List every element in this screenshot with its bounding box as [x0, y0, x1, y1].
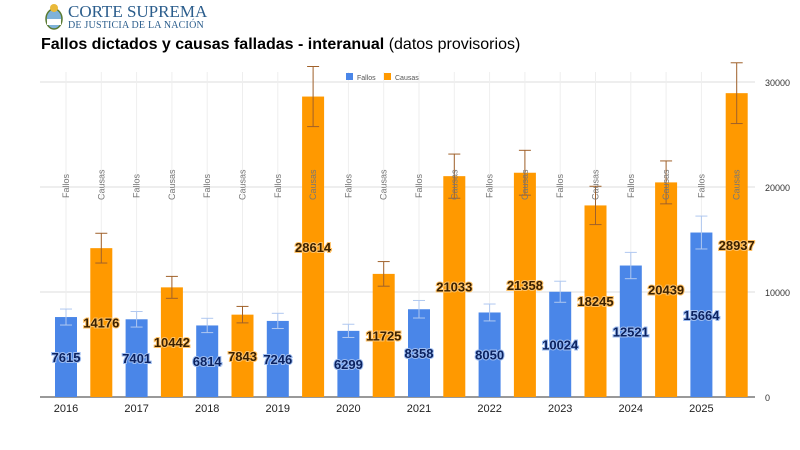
data-label: 6299: [334, 357, 363, 372]
bar-causas: [443, 176, 466, 397]
x-tick-label: 2017: [124, 403, 148, 415]
y-tick-label: 30000: [765, 78, 790, 88]
series-annotation: Causas: [379, 169, 389, 200]
bar-causas: [513, 172, 536, 397]
title-sub: (datos provisorios): [388, 36, 521, 53]
series-annotation: Fallos: [273, 173, 283, 198]
data-label: 14176: [83, 316, 119, 331]
data-label: 10024: [542, 337, 579, 352]
series-annotation: Fallos: [343, 173, 353, 198]
legend-label-fallos: Fallos: [357, 75, 376, 82]
x-tick-label: 2024: [619, 403, 643, 415]
data-label: 7401: [122, 351, 151, 366]
data-label: 28614: [295, 240, 332, 255]
logo: CORTE SUPREMA DE JUSTICIA DE LA NACIÓN: [44, 3, 207, 31]
data-label: 18245: [577, 294, 613, 309]
legend-swatch-fallos: [346, 73, 353, 80]
x-tick-label: 2025: [689, 403, 713, 415]
data-label: 12521: [613, 324, 649, 339]
legend-label-causas: Causas: [395, 75, 419, 82]
series-annotation: Causas: [591, 169, 601, 200]
series-annotation: Fallos: [414, 173, 424, 198]
bar-causas: [90, 248, 113, 397]
series-annotation: Fallos: [61, 173, 71, 198]
coat-of-arms-icon: [45, 4, 63, 30]
data-label: 11725: [366, 328, 401, 343]
x-tick-label: 2023: [548, 403, 572, 415]
series-annotation: Causas: [520, 169, 530, 200]
bar-fallos: [408, 309, 430, 397]
series-annotation: Causas: [308, 169, 318, 200]
bar-causas: [372, 273, 395, 397]
bar-fallos: [266, 320, 289, 397]
bar-causas: [231, 314, 254, 397]
data-label: 6814: [193, 354, 223, 369]
series-annotation: Causas: [238, 169, 248, 200]
bar-causas: [725, 93, 748, 397]
series-annotation: Fallos: [555, 173, 565, 198]
x-tick-label: 2018: [195, 403, 219, 415]
data-label: 10442: [154, 335, 190, 350]
bar-fallos: [125, 319, 148, 397]
bar-fallos: [690, 232, 713, 397]
x-tick-label: 2021: [407, 403, 431, 415]
y-tick-label: 0: [765, 393, 770, 403]
x-tick-label: 2019: [266, 403, 290, 415]
series-annotation: Fallos: [202, 173, 212, 198]
data-label: 7843: [228, 349, 257, 364]
y-tick-label: 20000: [765, 183, 790, 193]
data-label: 7246: [263, 352, 292, 367]
data-label: 8358: [405, 346, 434, 361]
data-label: 8050: [475, 348, 504, 363]
title-main: Fallos dictados y causas falladas - inte…: [41, 36, 385, 53]
series-annotation: Causas: [732, 169, 742, 200]
bar-fallos: [549, 291, 572, 397]
series-annotation: Causas: [661, 169, 671, 200]
x-tick-label: 2016: [54, 403, 78, 415]
bar-causas: [160, 287, 183, 397]
data-label: 21358: [507, 278, 543, 293]
legend-swatch-causas: [384, 73, 391, 80]
bar-causas: [302, 96, 325, 397]
data-label: 20439: [648, 283, 684, 298]
org-name: CORTE SUPREMA: [68, 2, 208, 21]
data-label: 21033: [436, 280, 472, 295]
bar-causas: [655, 182, 678, 397]
bar-causas: [584, 205, 607, 397]
series-annotation: Fallos: [132, 173, 142, 198]
chart-title: Fallos dictados y causas falladas - inte…: [41, 36, 520, 54]
bar-fallos: [337, 330, 360, 397]
data-label: 7615: [52, 350, 81, 365]
series-annotation: Causas: [167, 169, 177, 200]
bar-fallos: [55, 317, 77, 397]
series-annotation: Fallos: [626, 173, 636, 198]
x-tick-label: 2022: [477, 403, 501, 415]
bar-fallos: [478, 312, 501, 397]
series-annotation: Fallos: [696, 173, 706, 198]
data-label: 15664: [683, 308, 720, 323]
data-label: 28937: [719, 238, 755, 253]
bar-fallos: [619, 265, 642, 397]
series-annotation: Causas: [449, 169, 459, 200]
bar-fallos: [196, 325, 219, 397]
x-tick-label: 2020: [336, 403, 360, 415]
y-tick-label: 10000: [765, 288, 790, 298]
org-subname: DE JUSTICIA DE LA NACIÓN: [68, 20, 204, 31]
series-annotation: Causas: [96, 169, 106, 200]
series-annotation: Fallos: [485, 173, 495, 198]
